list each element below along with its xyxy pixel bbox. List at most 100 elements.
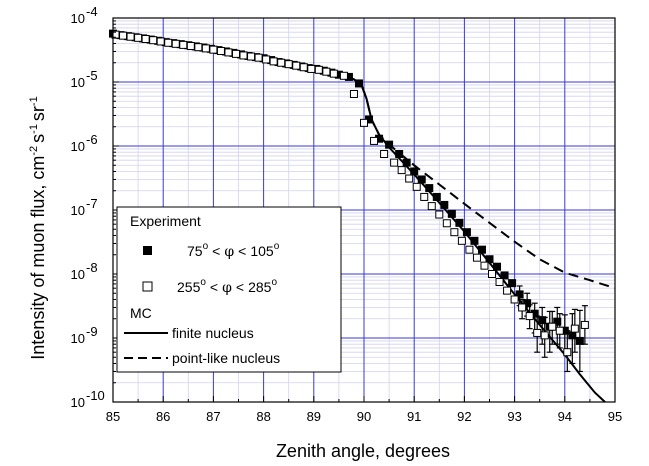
open-square-point [428, 203, 435, 210]
legend-series-2-lt-1: < [210, 279, 218, 295]
open-square-point [361, 119, 368, 126]
x-tick-label: 89 [307, 409, 321, 424]
legend-finite-nucleus-label: finite nucleus [172, 325, 254, 341]
y-axis-title: Intensity of muon flux, cm-2s-1sr-1 [28, 96, 48, 359]
y-tick-label: 10 [71, 331, 85, 346]
open-square-point [581, 321, 588, 328]
open-square-point [285, 61, 292, 68]
legend-series-1-label: 75o < φ <105o [187, 241, 280, 260]
open-square-point [135, 34, 142, 41]
y-axis-title-exp-2: -1 [28, 124, 40, 134]
open-square-point [308, 65, 315, 72]
x-tick-label: 94 [558, 409, 572, 424]
y-tick-exponent: -9 [86, 324, 98, 339]
open-square-point [180, 41, 187, 48]
open-square-point [150, 37, 157, 44]
filled-square-point [426, 185, 433, 192]
open-square-point [187, 43, 194, 50]
x-tick-label: 95 [608, 409, 622, 424]
x-axis-title: Zenith angle, degrees [276, 441, 450, 461]
x-tick-label: 90 [357, 409, 371, 424]
open-square-point [340, 72, 347, 79]
filled-square-point [576, 337, 583, 344]
open-square-point [225, 49, 232, 56]
legend-series-1-lt-2: < [238, 243, 246, 259]
y-tick-label: 10 [71, 75, 85, 90]
open-square-point [549, 323, 556, 330]
filled-square-point [386, 141, 393, 148]
legend-point-like-nucleus-label: point-like nucleus [172, 350, 280, 366]
open-square-point [421, 193, 428, 200]
x-tick-label: 88 [256, 409, 270, 424]
y-tick-label: 10 [71, 203, 85, 218]
open-square-point [481, 262, 488, 269]
open-square-point [466, 246, 473, 253]
open-square-point [202, 45, 209, 52]
open-square-point [541, 332, 548, 339]
filled-square-point [448, 210, 455, 217]
x-tick-label: 92 [457, 409, 471, 424]
x-tick-label: 91 [407, 409, 421, 424]
y-tick-base: 10 [71, 395, 85, 410]
filled-square-point [433, 193, 440, 200]
y-axis-title-exp-3: -1 [28, 96, 40, 106]
y-tick-exponent: -4 [86, 4, 98, 19]
legend-mc-header: MC [130, 305, 152, 321]
filled-square-point [509, 280, 516, 287]
legend-series-1-phi: φ [224, 244, 234, 260]
x-tick-label: 86 [156, 409, 170, 424]
legend-series-1-lo: 75 [187, 243, 203, 259]
open-square-point [157, 38, 164, 45]
open-square-point [315, 66, 322, 73]
legend-experiment-header: Experiment [130, 213, 201, 229]
legend-series-2-phi: φ [222, 280, 232, 296]
filled-square-point [494, 263, 501, 270]
filled-square-point [396, 150, 403, 157]
y-tick-exponent: -5 [86, 68, 98, 83]
open-square-point [391, 159, 398, 166]
y-tick-base: 10 [71, 203, 85, 218]
filled-square-point [355, 80, 362, 87]
filled-square-point [463, 229, 470, 236]
legend-marker-open-square [143, 282, 152, 291]
y-tick-base: 10 [71, 331, 85, 346]
open-square-point [511, 296, 518, 303]
legend-series-2-deg-2: o [271, 277, 277, 288]
open-square-point [120, 32, 127, 39]
y-axis-title-unit-1: s [28, 134, 48, 143]
y-axis-title-main: Intensity of muon flux, cm [28, 156, 48, 360]
legend-series-1-deg-1: o [203, 241, 209, 252]
open-square-point [217, 48, 224, 55]
y-axis-title-unit-2: sr [28, 106, 48, 121]
open-square-point [526, 313, 533, 320]
open-square-point [519, 304, 526, 311]
x-tick-label: 85 [106, 409, 120, 424]
open-square-point [300, 64, 307, 71]
open-square-point [172, 40, 179, 47]
legend-series-1-deg-2: o [274, 241, 280, 252]
open-square-point [142, 35, 149, 42]
y-axis-title-exp-1: -2 [28, 146, 40, 156]
open-square-point [564, 349, 571, 356]
open-square-point [330, 70, 337, 77]
y-tick-base: 10 [71, 11, 85, 26]
filled-square-point [403, 159, 410, 166]
x-tick-label: 87 [206, 409, 220, 424]
open-square-point [263, 56, 270, 63]
filled-square-point [456, 219, 463, 226]
open-square-point [534, 329, 541, 336]
legend-series-2-label: 255o < φ <285o [177, 277, 277, 296]
open-square-point [381, 150, 388, 157]
open-square-point [556, 327, 563, 334]
legend-series-1-lt-1: < [212, 243, 220, 259]
legend-series-2-hi: 285 [248, 279, 272, 295]
legend-series-2-lt-2: < [236, 279, 244, 295]
open-square-point [165, 39, 172, 46]
open-square-point [406, 175, 413, 182]
y-tick-label: 10 [71, 267, 85, 282]
open-square-point [413, 183, 420, 190]
y-tick-exponent: -8 [86, 260, 98, 275]
filled-square-point [501, 272, 508, 279]
legend: Experiment 75o < φ <105o 255o < φ <285o MC fin… [117, 207, 341, 372]
